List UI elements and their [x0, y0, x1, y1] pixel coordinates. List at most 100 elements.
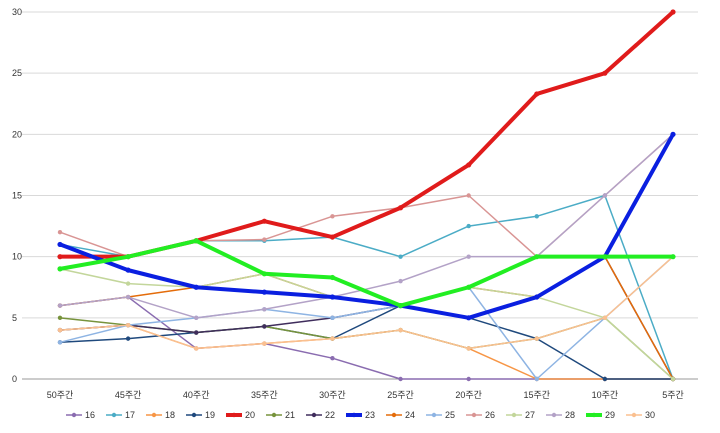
data-point — [57, 230, 63, 235]
data-point — [466, 223, 471, 229]
data-point — [125, 254, 131, 260]
data-point — [466, 376, 471, 382]
legend-label: 16 — [85, 410, 95, 420]
legend-marker — [471, 412, 477, 418]
data-point — [261, 218, 267, 224]
legend-marker — [111, 412, 117, 418]
y-tick-label: 30 — [12, 7, 22, 17]
data-point — [602, 70, 608, 76]
y-tick-label: 10 — [12, 252, 22, 262]
legend-label: 17 — [125, 410, 135, 420]
legend-label: 26 — [485, 410, 495, 420]
data-point — [534, 254, 540, 260]
data-point — [194, 330, 199, 335]
data-point — [330, 315, 335, 321]
data-point — [602, 254, 608, 260]
legend-marker — [271, 412, 277, 418]
data-point — [57, 340, 63, 345]
data-point — [670, 9, 676, 15]
data-point — [534, 336, 539, 341]
legend: 16 17 18 19 20 21 22 23 24 25 26 27 28 29 30 — [66, 410, 655, 420]
series-line-27 — [59, 268, 674, 380]
legend-marker — [191, 412, 197, 418]
data-point — [57, 241, 63, 248]
legend-marker — [351, 412, 357, 418]
data-point — [670, 131, 676, 137]
data-point — [534, 294, 540, 300]
legend-marker — [551, 412, 557, 418]
data-point — [329, 234, 336, 240]
data-point — [466, 254, 471, 259]
y-tick-label: 20 — [12, 129, 22, 139]
legend-item: 17 — [106, 410, 135, 420]
data-point — [330, 336, 335, 341]
series-19 — [57, 303, 676, 382]
y-axis: 0 5 10 15 20 25 30 — [12, 7, 22, 384]
data-point — [330, 214, 335, 219]
series-30 — [57, 254, 676, 351]
data-point — [329, 294, 336, 300]
series-line-30 — [59, 255, 674, 350]
x-tick-label: 40주간 — [183, 390, 210, 400]
x-tick-label: 35주간 — [251, 390, 278, 400]
series-29 — [57, 238, 676, 309]
legend-label: 18 — [165, 410, 175, 420]
legend-item: 26 — [466, 410, 495, 420]
data-point — [398, 254, 403, 259]
series-21 — [57, 315, 676, 382]
data-point — [602, 193, 608, 198]
data-point — [466, 162, 472, 168]
data-point — [602, 376, 608, 382]
legend-item: 18 — [146, 410, 175, 420]
x-tick-label: 50주간 — [47, 390, 74, 400]
legend-item: 28 — [546, 410, 575, 420]
legend-label: 21 — [285, 410, 295, 420]
data-point — [125, 336, 131, 341]
legend-label: 24 — [405, 410, 415, 420]
legend-label: 23 — [365, 410, 375, 420]
x-axis: 50주간 45주간 40주간 35주간 30주간 25주간 20주간 15주간 10주간 5주간 — [47, 390, 684, 400]
data-point — [261, 271, 267, 277]
legend-item: 19 — [186, 410, 215, 420]
data-point — [262, 341, 267, 346]
series-line-28 — [59, 133, 674, 319]
legend-marker — [511, 412, 517, 418]
series-line-25 — [59, 255, 674, 380]
data-point — [466, 346, 471, 351]
series-18 — [57, 322, 676, 382]
data-point — [466, 315, 472, 321]
legend-marker — [231, 412, 237, 418]
data-point — [534, 376, 539, 382]
data-point — [57, 315, 63, 321]
legend-marker — [311, 412, 317, 418]
series-lines — [57, 9, 676, 382]
legend-label: 30 — [645, 410, 655, 420]
legend-marker — [151, 412, 157, 418]
data-point — [193, 238, 199, 244]
legend-label: 27 — [525, 410, 535, 420]
legend-marker — [631, 412, 637, 418]
data-point — [466, 284, 472, 290]
legend-label: 22 — [325, 410, 335, 420]
data-point — [397, 303, 404, 309]
data-point — [262, 324, 267, 329]
data-point — [125, 322, 131, 328]
data-point — [466, 193, 471, 198]
legend-label: 20 — [245, 410, 255, 420]
series-line-19 — [59, 304, 674, 380]
y-tick-label: 15 — [12, 191, 22, 201]
legend-label: 28 — [565, 410, 575, 420]
legend-item: 16 — [66, 410, 95, 420]
data-point — [261, 289, 267, 295]
legend-marker — [71, 412, 77, 418]
data-point — [194, 315, 199, 321]
y-tick-label: 25 — [12, 68, 22, 78]
data-point — [398, 376, 403, 382]
series-line-16 — [59, 296, 674, 380]
legend-item: 29 — [586, 410, 615, 420]
data-point — [125, 281, 131, 286]
data-point — [534, 91, 540, 97]
x-tick-label: 10주간 — [592, 390, 619, 400]
